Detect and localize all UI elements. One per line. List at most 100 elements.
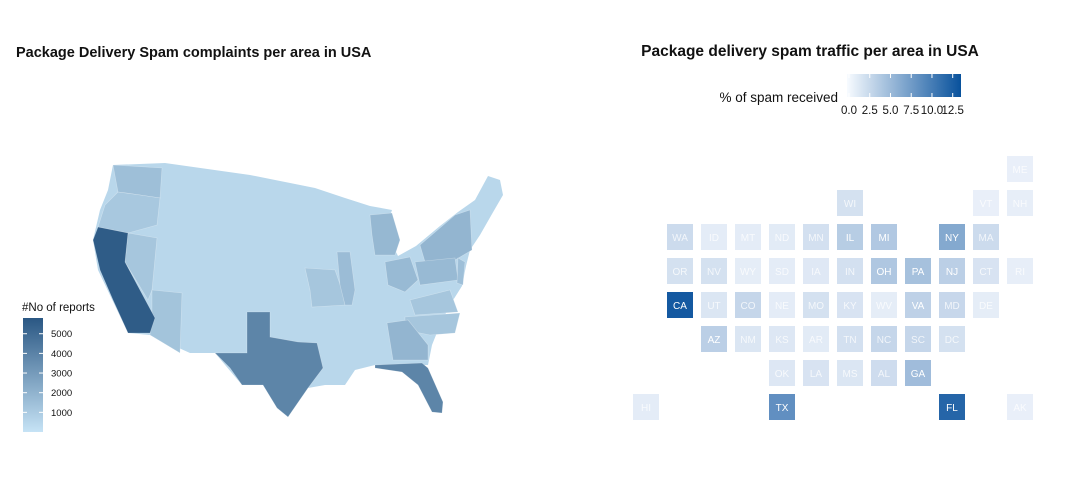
tile-square [973,190,999,216]
tile-square [939,394,965,420]
tile-square [803,224,829,250]
state-tile-nv: NV [701,258,727,284]
tile-label: IA [811,267,821,278]
state-tile-il: IL [837,224,863,250]
tile-label: CT [979,267,992,278]
state-tile-ne: NE [769,292,795,318]
state-tile-ak: AK [1007,394,1033,420]
state-tile-hi: HI [633,394,659,420]
tile-square [837,190,863,216]
tile-label: ID [709,233,719,244]
tile-square [803,258,829,284]
state-tile-la: LA [803,360,829,386]
tile-label: MN [808,233,824,244]
tile-square [769,224,795,250]
state-region-ca [92,226,156,334]
state-tile-fl: FL [939,394,965,420]
tile-label: VA [912,301,925,312]
tile-label: AL [878,369,891,380]
right-legend-tick-label: 12.5 [942,105,964,117]
tile-square [769,394,795,420]
tile-square [939,224,965,250]
state-region-mi [369,212,401,256]
tile-square [905,292,931,318]
tile-label: OK [775,369,790,380]
state-region-oh [384,256,419,293]
state-tile-ma: MA [973,224,999,250]
tile-square [939,292,965,318]
left-legend-colorbar [23,318,43,432]
tile-square [1007,156,1033,182]
left-legend-tick-label: 4000 [51,349,72,360]
state-tile-az: AZ [701,326,727,352]
right-legend-title: % of spam received [719,90,838,105]
tile-square [871,258,897,284]
tile-label: SC [911,335,925,346]
state-tile-ar: AR [803,326,829,352]
state-region-tx [214,311,324,418]
state-tile-in: IN [837,258,863,284]
tile-square [667,224,693,250]
state-tile-vt: VT [973,190,999,216]
tile-square [973,258,999,284]
right-legend-tick-label: 0.0 [841,105,857,117]
state-tile-ok: OK [769,360,795,386]
tile-square [973,224,999,250]
tile-label: GA [911,369,926,380]
tile-square [769,360,795,386]
state-tile-mo: MO [803,292,829,318]
state-tile-ia: IA [803,258,829,284]
state-tile-mt: MT [735,224,761,250]
state-tile-id: ID [701,224,727,250]
tile-label: CO [741,301,756,312]
tile-square [837,258,863,284]
left-chart-title: Package Delivery Spam complaints per are… [16,45,372,61]
tile-square [1007,190,1033,216]
tile-label: MD [944,301,960,312]
tile-square [1007,394,1033,420]
state-tile-pa: PA [905,258,931,284]
tile-square [803,360,829,386]
tile-square [905,326,931,352]
tile-square [769,258,795,284]
state-tile-tn: TN [837,326,863,352]
state-tile-ky: KY [837,292,863,318]
state-tile-oh: OH [871,258,897,284]
tile-label: TX [776,403,789,414]
state-region-or [97,191,161,234]
tile-square [905,258,931,284]
tile-label: AR [809,335,823,346]
tile-square [871,292,897,318]
state-region-ga [386,319,429,361]
tile-label: NC [877,335,891,346]
tile-label: WY [740,267,756,278]
state-tile-mi: MI [871,224,897,250]
tile-label: NE [775,301,789,312]
tile-square [667,258,693,284]
tile-label: SD [775,267,789,278]
state-tile-va: VA [905,292,931,318]
tile-square [871,224,897,250]
tile-label: ME [1013,165,1028,176]
state-region-pa [414,257,459,286]
tile-label: UT [707,301,720,312]
tile-square [701,326,727,352]
state-tile-or: OR [667,258,693,284]
tile-square [1007,258,1033,284]
state-tile-md: MD [939,292,965,318]
state-tile-nc: NC [871,326,897,352]
state-tile-me: ME [1007,156,1033,182]
tile-square [837,224,863,250]
tile-label: OR [673,267,688,278]
tile-square [871,360,897,386]
state-tile-ms: MS [837,360,863,386]
tile-label: IL [846,233,855,244]
state-tile-ga: GA [905,360,931,386]
tile-label: NM [740,335,756,346]
state-tile-grid: ME WI VT NH WA ID MT ND MN IL MI NY MA OR NV WY SD IA IN OH… [633,156,1033,420]
state-region-va [409,289,459,316]
right-legend-ticks: 0.0 2.5 5.0 7.5 10.012.5 [841,74,964,117]
state-tile-wy: WY [735,258,761,284]
tile-square [837,292,863,318]
